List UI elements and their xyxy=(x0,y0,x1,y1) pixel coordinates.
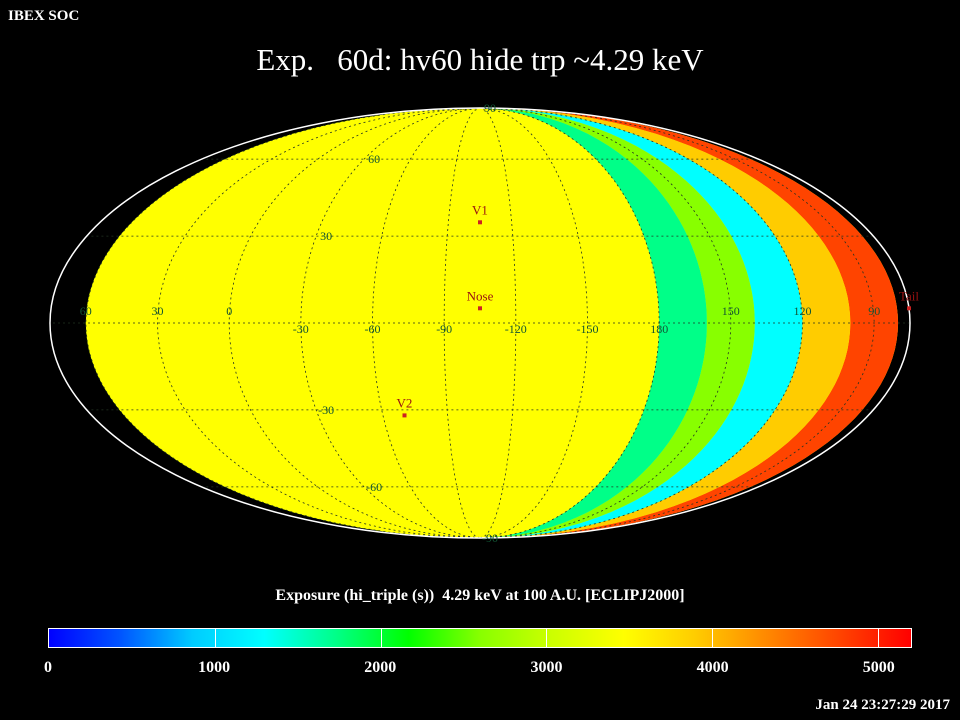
timestamp: Jan 24 23:27:29 2017 xyxy=(815,697,950,713)
meridian-line xyxy=(85,108,481,538)
marker-v1-dot xyxy=(478,220,482,225)
latitude-label: 60 xyxy=(368,152,380,166)
marker-v2-dot xyxy=(402,413,407,418)
longitude-label: 150 xyxy=(722,304,740,318)
meridian-line xyxy=(479,108,732,538)
sky-map: 60 30 0 -30 -60 -90 -120 -150 180 150 120 90 90 60 30… xyxy=(49,101,919,545)
meridian-line xyxy=(479,108,803,538)
longitude-label: -150 xyxy=(577,322,599,336)
longitude-label: 60 xyxy=(80,304,92,318)
colorbar-tick-label: 4000 xyxy=(696,659,729,676)
longitude-label: -60 xyxy=(365,322,381,336)
longitude-label: 180 xyxy=(650,322,668,336)
colorbar-tick xyxy=(877,629,879,647)
map-markers: V1 Nose V2 Tail xyxy=(397,202,919,418)
latitude-label: 90 xyxy=(484,101,496,115)
latitude-label: -90 xyxy=(482,531,498,545)
graticule xyxy=(50,108,910,538)
colorbar-tick-label: 2000 xyxy=(364,659,397,676)
exposure-strip xyxy=(480,108,707,538)
marker-v1-label: V1 xyxy=(472,202,488,217)
latitude-label: 30 xyxy=(320,229,332,243)
meridian-line xyxy=(300,108,481,538)
meridian-line xyxy=(372,108,481,538)
colorbar-tick xyxy=(380,629,382,647)
longitude-label: 120 xyxy=(794,304,812,318)
marker-tail-label: Tail xyxy=(899,288,919,303)
exposure-map-fill xyxy=(85,108,899,538)
longitude-labels: 60 30 0 -30 -60 -90 -120 -150 180 150 120 90 xyxy=(80,304,880,336)
longitude-label: 0 xyxy=(226,304,232,318)
exposure-strip xyxy=(480,108,803,538)
map-outline xyxy=(49,107,911,539)
longitude-label: 90 xyxy=(868,304,880,318)
latitude-labels: 90 60 30 -30 -60 -90 xyxy=(318,101,498,545)
colorbar-caption: Exposure (hi_triple (s)) 4.29 keV at 100… xyxy=(275,587,685,604)
colorbar-tick-label: 0 xyxy=(44,659,52,676)
colorbar-tick xyxy=(214,629,216,647)
colorbar-tick xyxy=(712,629,714,647)
exposure-strip xyxy=(480,108,755,538)
longitude-label: 30 xyxy=(152,304,164,318)
colorbar-tick-label: 1000 xyxy=(198,659,231,676)
longitude-label: -120 xyxy=(505,322,527,336)
colorbar-tick-label: 5000 xyxy=(862,659,895,676)
colorbar xyxy=(48,628,912,648)
meridian-line xyxy=(479,108,875,538)
longitude-label: -30 xyxy=(293,322,309,336)
marker-nose-label: Nose xyxy=(467,288,494,303)
latitude-label: -60 xyxy=(366,480,382,494)
org-label: IBEX SOC xyxy=(8,8,80,24)
marker-v2-label: V2 xyxy=(397,395,413,410)
meridian-line xyxy=(479,108,588,538)
marker-nose-dot xyxy=(478,306,482,311)
longitude-label: -90 xyxy=(436,322,452,336)
marker-tail-dot xyxy=(907,306,911,311)
colorbar-tick xyxy=(546,629,548,647)
latitude-label: -30 xyxy=(318,403,334,417)
colorbar-tick-label: 3000 xyxy=(530,659,563,676)
map-title: Exp. 60d: hv60 hide trp ~4.29 keV xyxy=(256,42,704,77)
